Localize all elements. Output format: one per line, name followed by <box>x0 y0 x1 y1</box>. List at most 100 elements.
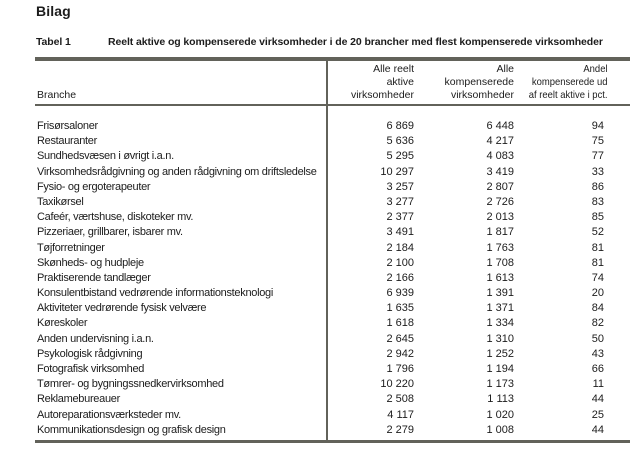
andel-cell: 20 <box>591 287 604 300</box>
kompenserede-cell: 1 613 <box>486 271 514 284</box>
kompenserede-cell: 4 217 <box>486 135 514 148</box>
branche-cell: Fotografisk virksomhed <box>37 363 145 375</box>
aktive-cell: 1 618 <box>386 317 414 330</box>
aktive-cell: 10 297 <box>380 165 414 178</box>
kompenserede-cell: 1 252 <box>486 347 514 360</box>
kompenserede-cell: 1 391 <box>486 287 514 300</box>
aktive-cell: 2 184 <box>386 241 414 254</box>
table-row: Anden undervisning i.a.n. 2 645 1 310 50 <box>35 332 630 347</box>
table-row: Konsulentbistand vedrørende informations… <box>35 286 630 301</box>
kompenserede-cell: 2 013 <box>486 211 514 224</box>
table-row: Reklamebureauer 2 508 1 113 44 <box>35 392 630 407</box>
header-line: virksomheder <box>350 89 414 101</box>
andel-cell: 44 <box>591 423 604 436</box>
column-header-branche: Branche <box>37 89 77 101</box>
table-row: Sundhedsvæsen i øvrigt i.a.n. 5 295 4 08… <box>35 149 630 164</box>
table-row: Frisørsaloner 6 869 6 448 94 <box>35 119 630 134</box>
branche-cell: Restauranter <box>37 135 97 148</box>
andel-cell: 82 <box>591 317 604 330</box>
table-row: Fotografisk virksomhed 1 796 1 194 66 <box>35 362 630 377</box>
andel-cell: 81 <box>591 241 604 254</box>
column-divider-line <box>326 61 328 440</box>
column-header-andel: Andel kompenserede ud af reelt aktive i … <box>529 63 608 102</box>
kompenserede-cell: 1 763 <box>486 241 514 254</box>
aktive-cell: 2 166 <box>386 271 414 284</box>
aktive-cell: 3 491 <box>386 226 414 239</box>
aktive-cell: 3 277 <box>386 195 414 208</box>
branche-cell: Praktiserende tandlæger <box>37 271 151 284</box>
branche-cell: Pizzeriaer, grillbarer, isbarer mv. <box>37 226 183 239</box>
kompenserede-cell: 1 113 <box>487 393 514 406</box>
table-row: Psykologisk rådgivning 2 942 1 252 43 <box>35 347 630 362</box>
andel-cell: 84 <box>591 302 604 315</box>
table-row: Restauranter 5 636 4 217 75 <box>35 134 630 149</box>
kompenserede-cell: 1 008 <box>486 423 514 436</box>
branche-cell: Taxikørsel <box>37 195 84 208</box>
kompenserede-cell: 6 448 <box>486 120 514 132</box>
header-line: Alle <box>496 63 514 75</box>
andel-cell: 43 <box>591 347 604 360</box>
branche-cell: Psykologisk rådgivning <box>37 347 143 360</box>
kompenserede-cell: 1 817 <box>486 226 514 239</box>
branche-cell: Skønheds- og hudpleje <box>37 256 144 269</box>
aktive-cell: 2 377 <box>386 211 414 224</box>
aktive-cell: 2 508 <box>386 393 414 406</box>
andel-cell: 81 <box>591 256 604 269</box>
aktive-cell: 1 796 <box>386 363 414 375</box>
aktive-cell: 5 295 <box>386 150 414 163</box>
branche-cell: Reklamebureauer <box>37 393 120 406</box>
andel-cell: 25 <box>591 408 604 421</box>
aktive-cell: 10 220 <box>380 378 414 391</box>
table-body: Frisørsaloner 6 869 6 448 94 Restaurante… <box>35 106 630 440</box>
branche-cell: Sundhedsvæsen i øvrigt i.a.n. <box>37 150 174 163</box>
table-row: Tømrer- og bygningssnedkervirksomhed 10 … <box>35 377 630 392</box>
table-title: Reelt aktive og kompenserede virksomhede… <box>108 36 603 48</box>
branche-cell: Kommunikationsdesign og grafisk design <box>37 423 226 436</box>
table-row: Autoreparationsværksteder mv. 4 117 1 02… <box>35 408 630 423</box>
branche-cell: Anden undervisning i.a.n. <box>37 332 154 345</box>
table-label: Tabel 1 <box>36 36 71 48</box>
andel-cell: 52 <box>591 226 604 239</box>
kompenserede-cell: 1 310 <box>486 332 514 345</box>
branche-cell: Aktiviteter vedrørende fysisk velvære <box>37 302 207 315</box>
table-row: Køreskoler 1 618 1 334 82 <box>35 316 630 331</box>
kompenserede-cell: 1 173 <box>486 378 514 391</box>
kompenserede-cell: 1 194 <box>486 363 514 375</box>
kompenserede-cell: 1 020 <box>486 408 514 421</box>
kompenserede-cell: 1 708 <box>486 256 514 269</box>
andel-cell: 11 <box>592 378 604 391</box>
branche-cell: Tømrer- og bygningssnedkervirksomhed <box>37 378 224 391</box>
table-row: Praktiserende tandlæger 2 166 1 613 74 <box>35 271 630 286</box>
table-row: Virksomhedsrådgivning og anden rådgivnin… <box>35 165 630 180</box>
table-row: Aktiviteter vedrørende fysisk velvære 1 … <box>35 301 630 316</box>
aktive-cell: 2 100 <box>386 256 414 269</box>
branche-cell: Frisørsaloner <box>37 120 98 132</box>
aktive-cell: 6 869 <box>386 120 414 132</box>
aktive-cell: 4 117 <box>387 408 414 421</box>
branche-cell: Fysio- og ergoterapeuter <box>37 180 151 193</box>
branche-cell: Autoreparationsværksteder mv. <box>37 408 181 421</box>
andel-cell: 94 <box>591 120 604 132</box>
aktive-cell: 2 645 <box>386 332 414 345</box>
table-row: Pizzeriaer, grillbarer, isbarer mv. 3 49… <box>35 225 630 240</box>
column-header-kompenserede: Alle kompenserede virksomheder <box>445 63 514 102</box>
aktive-cell: 2 942 <box>386 347 414 360</box>
branche-cell: Virksomhedsrådgivning og anden rådgivnin… <box>37 165 317 178</box>
branche-cell: Cafeér, værtshuse, diskoteker mv. <box>37 211 194 224</box>
header-line: virksomheder <box>450 89 514 101</box>
header-line: Alle reelt <box>373 63 414 75</box>
andel-cell: 50 <box>591 332 604 345</box>
andel-cell: 44 <box>591 393 604 406</box>
header-line: aktive <box>386 76 414 88</box>
andel-cell: 86 <box>591 180 604 193</box>
header-line: af reelt aktive i pct. <box>529 89 608 101</box>
table-caption: Tabel 1 Reelt aktive og kompenserede vir… <box>36 36 603 48</box>
table-row: Cafeér, værtshuse, diskoteker mv. 2 377 … <box>35 210 630 225</box>
andel-cell: 77 <box>591 150 604 163</box>
aktive-cell: 2 279 <box>386 423 414 436</box>
table-row: Kommunikationsdesign og grafisk design 2… <box>35 423 630 438</box>
page-heading: Bilag <box>36 3 71 19</box>
kompenserede-cell: 2 807 <box>486 180 514 193</box>
table-header: Branche Alle reelt aktive virksomheder A… <box>35 61 630 106</box>
